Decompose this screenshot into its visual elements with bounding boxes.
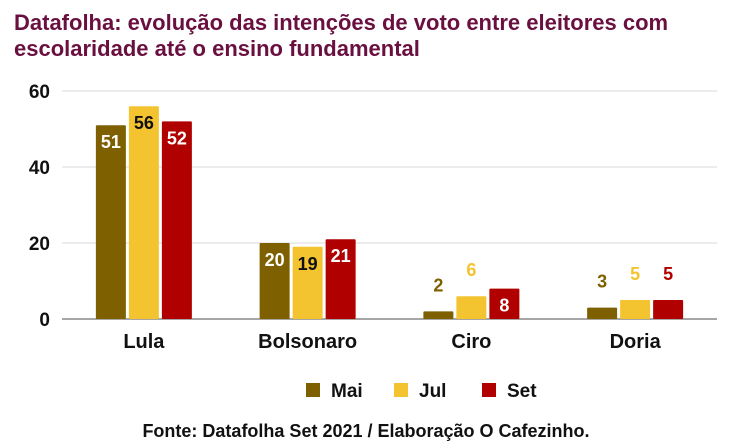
bar-ciro-set	[489, 288, 520, 319]
bar-doria-jul	[620, 300, 651, 319]
data-label: 6	[466, 260, 476, 280]
x-tick-label-doria: Doria	[610, 331, 662, 353]
bar-doria-set	[653, 300, 684, 319]
y-tick-label: 40	[29, 158, 50, 179]
y-tick-label: 0	[39, 310, 50, 331]
legend-label-set: Set	[507, 381, 537, 402]
legend-label-jul: Jul	[419, 381, 446, 402]
bar-bolsonaro-mai	[259, 243, 290, 319]
bar-bolsonaro-jul	[292, 246, 323, 319]
legend-swatch-set	[482, 383, 496, 397]
bars	[95, 106, 684, 320]
data-label: 19	[298, 254, 318, 274]
legend-swatch-mai	[306, 383, 320, 397]
x-axis-ticks: Lula Bolsonaro Ciro Doria	[123, 331, 661, 353]
data-label: 51	[101, 132, 121, 152]
bar-lula-jul	[128, 106, 159, 319]
data-labels: 51 56 52 20 19 21 2 6 8 3 5 5	[101, 113, 673, 315]
data-label: 20	[265, 250, 285, 270]
x-tick-label-lula: Lula	[123, 331, 165, 353]
bar-ciro-mai	[423, 311, 454, 319]
legend-swatch-jul	[394, 383, 408, 397]
y-axis-ticks: 0 20 40 60	[29, 82, 50, 331]
chart-title: Datafolha: evolução das intenções de vot…	[14, 10, 669, 61]
bar-bolsonaro-set	[325, 239, 356, 319]
legend: Mai Jul Set	[306, 381, 537, 402]
data-label: 5	[630, 264, 640, 284]
source-caption: Fonte: Datafolha Set 2021 / Elaboração O…	[142, 421, 590, 441]
data-label: 3	[597, 272, 607, 292]
x-tick-label-bolsonaro: Bolsonaro	[258, 331, 357, 353]
data-label: 2	[433, 275, 443, 295]
y-tick-label: 60	[29, 82, 50, 103]
grid-lines	[62, 90, 717, 320]
bar-doria-mai	[587, 307, 618, 319]
y-tick-label: 20	[29, 234, 50, 255]
data-label: 5	[663, 264, 673, 284]
bar-ciro-jul	[456, 296, 487, 319]
data-label: 52	[167, 128, 187, 148]
legend-label-mai: Mai	[331, 381, 363, 402]
data-label: 8	[499, 296, 509, 316]
x-tick-label-ciro: Ciro	[451, 331, 491, 353]
bar-lula-mai	[95, 125, 126, 319]
data-label: 56	[134, 113, 154, 133]
data-label: 21	[331, 246, 351, 266]
bar-lula-set	[161, 121, 192, 320]
